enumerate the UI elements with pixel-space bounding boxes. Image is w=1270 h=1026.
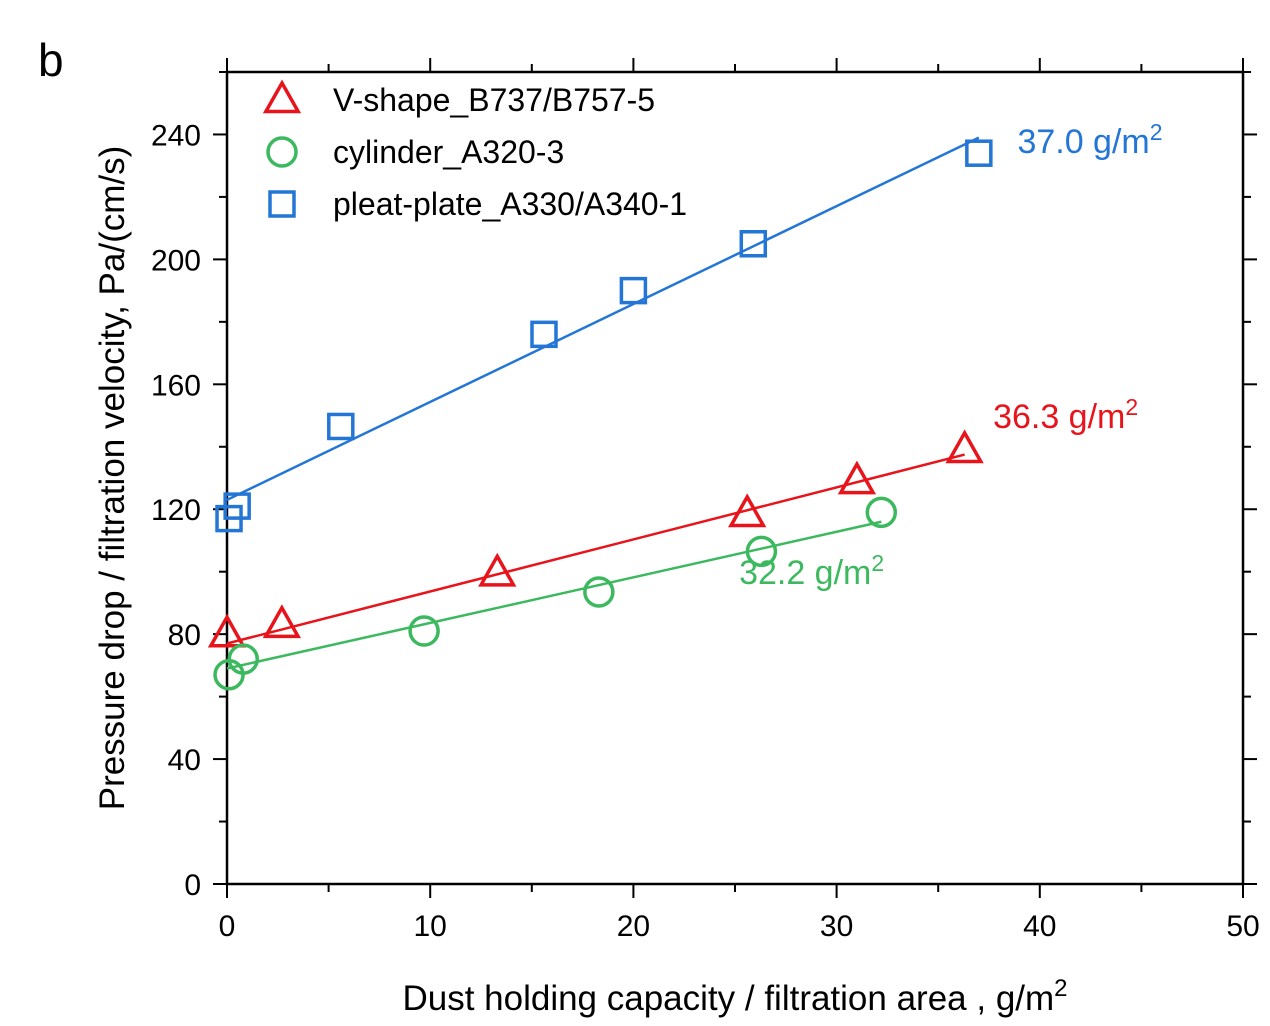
- data-point-circle: [583, 576, 615, 608]
- annotation-label: 32.2 g/m2: [739, 550, 884, 592]
- series-circle: 32.2 g/m2: [213, 496, 898, 691]
- legend-marker-circle: [266, 136, 298, 168]
- x-tick-label: 10: [414, 910, 447, 943]
- fit-line: [226, 520, 882, 670]
- legend-marker-square: [268, 190, 296, 218]
- x-axis-title-superscript: 2: [1054, 975, 1067, 1002]
- data-point-triangle: [207, 613, 247, 648]
- y-tick-label: 200: [151, 244, 201, 277]
- annotation-label: 37.0 g/m2: [1017, 119, 1162, 161]
- x-tick-label: 0: [219, 910, 236, 943]
- legend-marker-triangle: [262, 79, 302, 114]
- x-axis-title-text: Dust holding capacity / filtration area …: [402, 979, 1054, 1018]
- legend-label: cylinder_A320-3: [333, 134, 564, 170]
- data-point-circle: [227, 643, 260, 675]
- fit-line: [226, 453, 965, 645]
- y-tick-label: 40: [168, 744, 201, 777]
- y-tick-label: 0: [184, 869, 201, 902]
- legend-item: cylinder_A320-3: [266, 134, 564, 170]
- panel-label: b: [38, 34, 64, 86]
- data-point-square: [739, 230, 768, 258]
- y-tick-label: 80: [168, 619, 201, 652]
- y-tick-label: 160: [151, 369, 201, 402]
- y-tick-label: 240: [151, 119, 201, 152]
- x-axis-title: Dust holding capacity / filtration area …: [402, 975, 1067, 1018]
- data-point-square: [965, 139, 993, 167]
- data-point-triangle: [728, 493, 767, 528]
- legend-item: V-shape_B737/B757-5: [262, 79, 655, 118]
- legend: V-shape_B737/B757-5 cylinder_A320-3 pleat-…: [262, 79, 687, 222]
- annotation-label: 36.3 g/m2: [993, 394, 1138, 436]
- x-tick-label: 20: [617, 910, 650, 943]
- data-point-square: [619, 276, 648, 305]
- legend-item: pleat-plate_A330/A340-1: [268, 186, 687, 222]
- x-tick-label: 40: [1023, 910, 1056, 943]
- series-triangle: 36.3 g/m2: [207, 394, 1138, 648]
- legend-label: V-shape_B737/B757-5: [333, 82, 655, 118]
- data-point-circle: [408, 615, 440, 647]
- legend-label: pleat-plate_A330/A340-1: [333, 186, 687, 222]
- data-point-circle: [865, 496, 898, 529]
- y-axis-title: Pressure drop / filtration velocity, Pa/…: [93, 146, 132, 811]
- x-tick-label: 30: [820, 910, 853, 943]
- data-point-square: [327, 412, 355, 441]
- plot-area: 0 10 20 30 40 50 0 40 80 120 160 200 240 36.3 g/m2 32.…: [151, 58, 1260, 943]
- data-point-triangle: [945, 429, 984, 464]
- data-point-square: [223, 492, 251, 520]
- data-point-triangle: [262, 604, 302, 639]
- x-tick-label: 50: [1226, 910, 1259, 943]
- data-point-square: [530, 320, 558, 349]
- data-point-triangle: [478, 552, 517, 587]
- data-point-triangle: [837, 460, 877, 495]
- y-tick-label: 120: [151, 494, 201, 527]
- series-square: 37.0 g/m2: [215, 119, 1163, 533]
- data-point-circle: [745, 535, 778, 568]
